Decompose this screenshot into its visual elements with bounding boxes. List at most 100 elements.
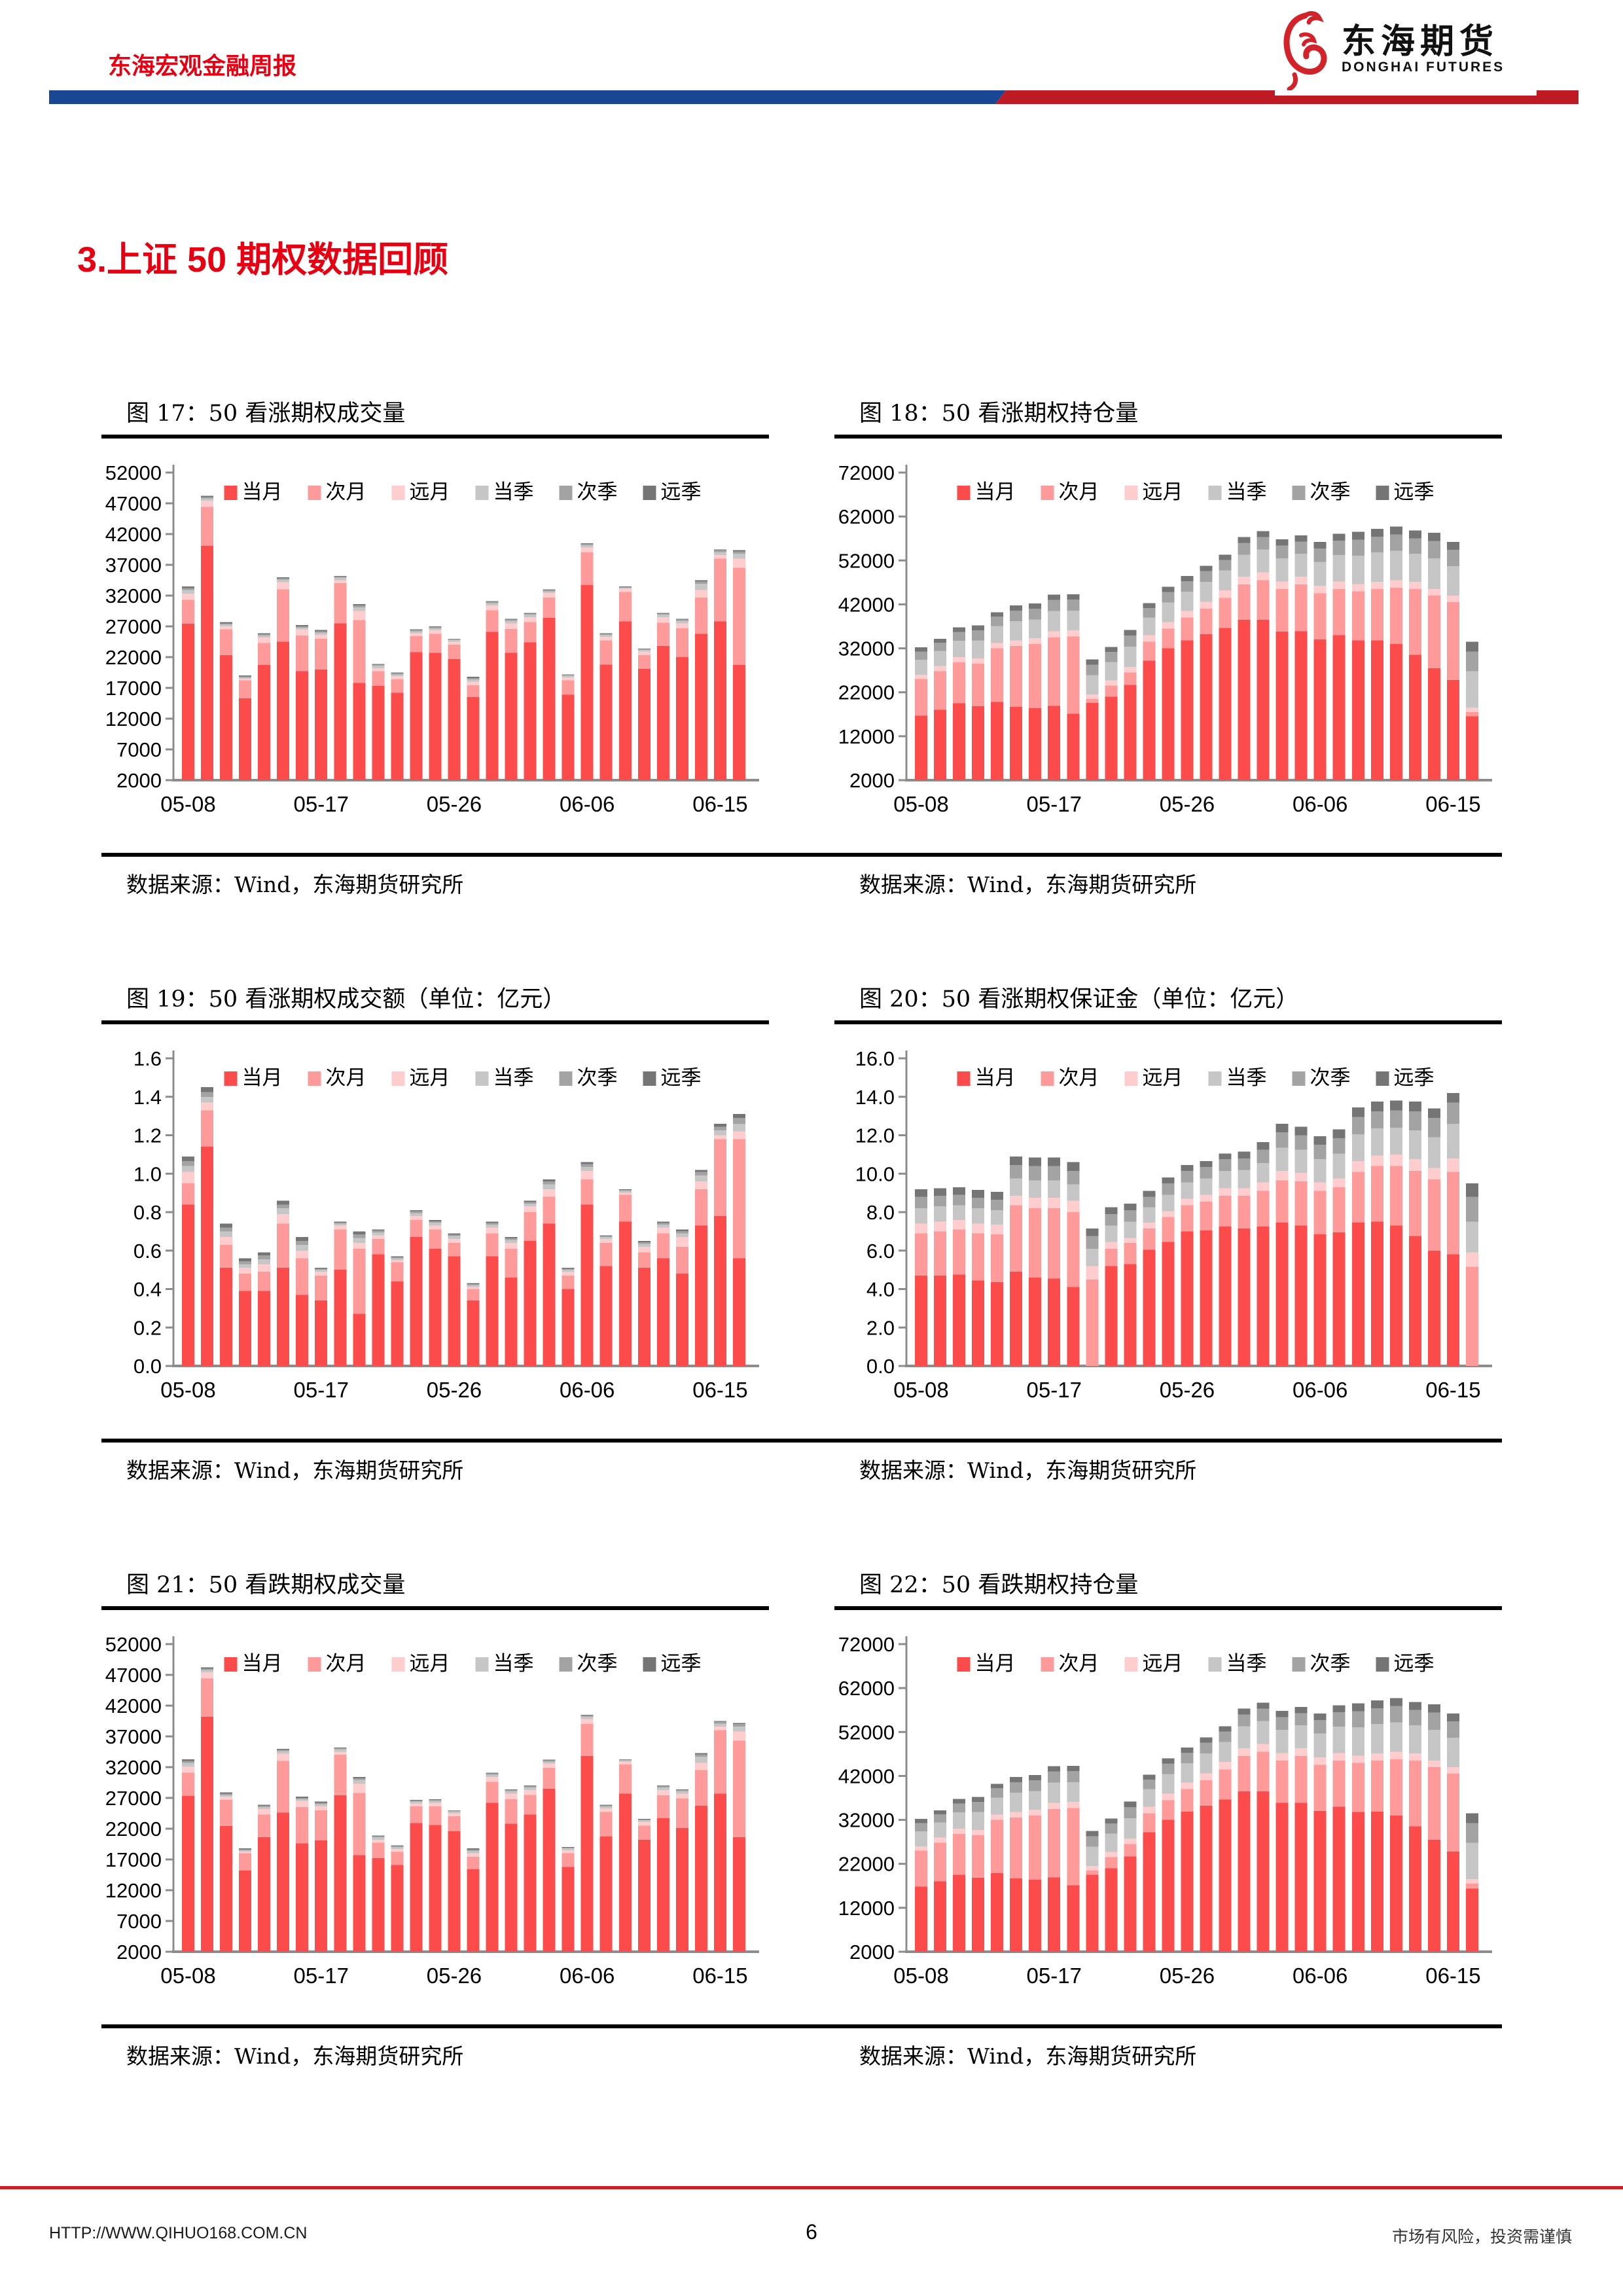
svg-text:次月: 次月 xyxy=(1059,480,1099,503)
svg-text:0.0: 0.0 xyxy=(134,1355,162,1378)
bar-segment xyxy=(220,1227,233,1232)
bar-segment xyxy=(296,1258,309,1295)
bar-segment xyxy=(258,1259,271,1265)
bar-segment xyxy=(1294,631,1308,780)
bar-segment xyxy=(467,1853,480,1857)
bar-segment xyxy=(1200,1201,1213,1230)
figures-area: 图 17：50 看涨期权成交量 2000 7000 12000 17000 22000 2… xyxy=(101,367,1502,2070)
bar-segment xyxy=(1010,1818,1023,1878)
bar-segment xyxy=(1275,1729,1289,1753)
bar-segment xyxy=(543,593,556,598)
legend-swatch-4 xyxy=(1208,1071,1222,1086)
bar-segment xyxy=(1408,1130,1421,1160)
bar-segment xyxy=(182,1763,194,1767)
bar-segment xyxy=(334,1229,347,1270)
svg-text:05-17: 05-17 xyxy=(1027,1378,1082,1402)
bar-segment xyxy=(637,1246,651,1253)
bar-segment xyxy=(543,591,556,594)
bar-segment xyxy=(296,625,309,626)
bar-segment xyxy=(1086,1870,1099,1875)
bar-segment xyxy=(334,623,347,780)
bar-segment xyxy=(618,1759,632,1760)
bar-segment xyxy=(580,1715,594,1717)
bar-segment xyxy=(991,1225,1004,1234)
bar-segment xyxy=(656,1233,669,1259)
bar-segment xyxy=(448,641,461,645)
bar-segment xyxy=(429,634,442,653)
bar-segment xyxy=(1275,558,1289,582)
bar-segment xyxy=(372,1232,385,1236)
bar-segment xyxy=(599,664,613,780)
svg-text:14.0: 14.0 xyxy=(855,1086,895,1109)
svg-text:52000: 52000 xyxy=(838,549,895,572)
bar-segment xyxy=(1446,550,1459,567)
bar-segment xyxy=(1294,584,1308,632)
bar-segment xyxy=(713,1215,726,1366)
bar-segment xyxy=(637,649,651,650)
bar-segment xyxy=(1332,1129,1346,1138)
bar-segment xyxy=(1048,1208,1061,1279)
bar-segment xyxy=(1029,603,1042,609)
bar-segment xyxy=(220,1793,233,1795)
bar-segment xyxy=(1294,541,1308,554)
bar-segment xyxy=(1427,1250,1440,1366)
bar-segment xyxy=(675,1237,688,1247)
bar-segment xyxy=(1370,537,1383,553)
bar-segment xyxy=(1389,1751,1402,1759)
bar-segment xyxy=(972,1280,985,1366)
legend-swatch-3 xyxy=(1124,1071,1138,1086)
bar-segment xyxy=(580,585,594,780)
bar-segment xyxy=(915,1850,927,1887)
chart-17-canvas: 2000 7000 12000 17000 22000 27000 32000 37000 42… xyxy=(105,461,759,816)
bar-segment xyxy=(1275,1132,1289,1148)
bar-segment xyxy=(1446,1721,1459,1738)
bar-segment xyxy=(1219,1731,1232,1742)
bar-segment xyxy=(1370,588,1383,641)
chart-20-canvas: 0.0 2.0 4.0 6.0 8.0 10.0 12.0 14.0 16.0 当月 次月 远月 当季 次… xyxy=(855,1047,1492,1402)
bar-segment xyxy=(1086,1874,1099,1952)
bar-segment xyxy=(1124,672,1137,685)
bar-segment xyxy=(732,1837,745,1952)
legend-swatch-3 xyxy=(391,1071,405,1086)
bar-segment xyxy=(505,619,518,620)
bar-segment xyxy=(1086,698,1099,703)
bar-segment xyxy=(296,1250,309,1259)
bar-segment xyxy=(1200,634,1213,780)
bar-segment xyxy=(258,1837,271,1952)
bar-segment xyxy=(239,675,252,677)
bar-segment xyxy=(505,623,518,629)
bar-segment xyxy=(675,1229,688,1231)
svg-text:05-17: 05-17 xyxy=(1027,792,1082,816)
y-axis: 2000 7000 12000 17000 22000 27000 32000 37000 42… xyxy=(105,1633,173,1964)
bar-segment xyxy=(1200,1806,1213,1952)
bar-segment xyxy=(1370,1221,1383,1366)
bar-segment xyxy=(315,669,328,780)
bar-segment xyxy=(1086,675,1099,695)
bar-segment xyxy=(1067,610,1080,631)
legend-swatch-6 xyxy=(1376,1071,1389,1086)
svg-text:12000: 12000 xyxy=(105,708,162,730)
bar-segment xyxy=(694,1770,707,1806)
svg-text:1.6: 1.6 xyxy=(134,1047,162,1070)
legend-swatch-4 xyxy=(1208,486,1222,500)
bar-segment xyxy=(599,1236,613,1238)
bar-segment xyxy=(505,1823,518,1952)
bar-segment xyxy=(1105,651,1118,662)
svg-text:32000: 32000 xyxy=(105,584,162,607)
bar-segment xyxy=(182,1204,194,1366)
bar-segment xyxy=(467,1284,480,1285)
bar-segment xyxy=(1219,590,1232,598)
bar-segment xyxy=(637,651,651,656)
bar-segment xyxy=(656,1795,669,1819)
bar-segment xyxy=(1351,1134,1364,1162)
bar-segment xyxy=(1124,630,1137,636)
bar-segment xyxy=(991,643,1004,649)
bar-segment xyxy=(599,1237,613,1240)
bar-segment xyxy=(239,1853,252,1871)
bar-segment xyxy=(315,635,328,639)
bar-segment xyxy=(277,1204,290,1209)
bar-segment xyxy=(1124,1818,1137,1839)
bar-segment xyxy=(296,1799,309,1801)
svg-text:10.0: 10.0 xyxy=(855,1162,895,1185)
bar-segment xyxy=(1465,1823,1478,1843)
